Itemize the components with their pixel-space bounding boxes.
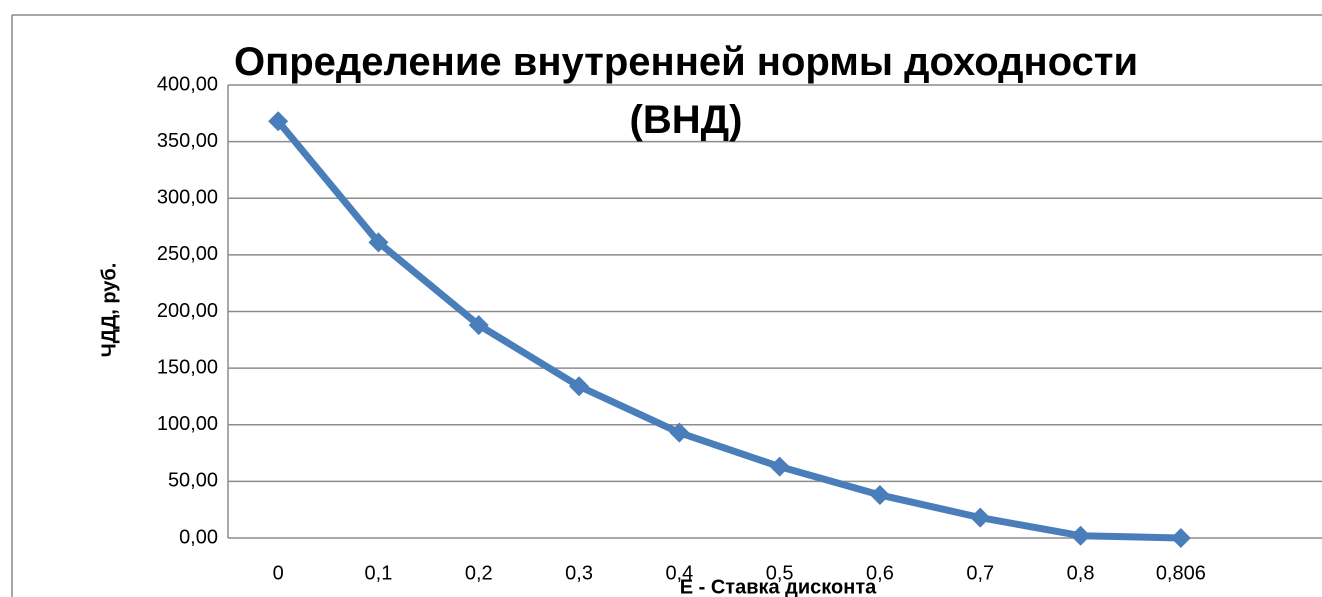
y-tick-label: 200,00: [157, 300, 218, 322]
point-marker: [468, 315, 489, 336]
point-marker: [869, 484, 890, 505]
y-tick-label: 300,00: [157, 187, 218, 209]
x-tick-label: 0,1: [365, 562, 393, 584]
x-axis-title: E - Ставка дисконта: [680, 576, 877, 597]
x-tick-label: 0,8: [1067, 562, 1095, 584]
y-tick-label: 100,00: [157, 413, 218, 435]
point-marker: [1070, 525, 1091, 546]
point-marker: [1170, 528, 1191, 548]
y-tick-label: 50,00: [168, 470, 218, 492]
series-line: [275, 119, 1181, 542]
y-tick-label: 150,00: [157, 356, 218, 378]
point-marker: [769, 456, 790, 477]
point-marker: [669, 422, 690, 443]
x-tick-label: 0,3: [565, 562, 593, 584]
point-marker: [970, 507, 991, 528]
x-tick-label: 0: [273, 562, 284, 584]
point-marker: [368, 232, 389, 253]
y-tick-label: 250,00: [157, 243, 218, 265]
y-tick-label: 400,00: [157, 73, 218, 95]
x-tick-label: 0,6: [866, 562, 894, 584]
y-axis-title: ЧДД, руб.: [98, 263, 120, 358]
x-tick-label: 0,7: [966, 562, 994, 584]
point-marker: [569, 376, 590, 397]
y-tick-label: 0,00: [179, 526, 218, 548]
x-tick-label: 0,806: [1156, 562, 1206, 584]
point-marker: [268, 111, 289, 132]
y-tick-label: 350,00: [157, 130, 218, 152]
x-tick-label: 0,4: [665, 562, 693, 584]
chart-title: Определение внутренней нормы доходности …: [233, 40, 1139, 142]
x-tick-label: 0,2: [465, 562, 493, 584]
x-tick-label: 0,5: [766, 562, 794, 584]
